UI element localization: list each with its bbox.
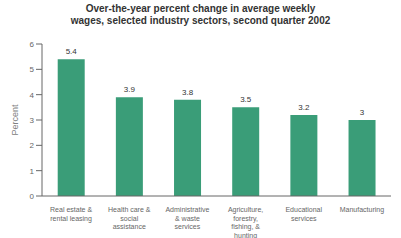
svg-text:Educationalservices: Educationalservices xyxy=(285,206,322,222)
svg-text:Manufacturing: Manufacturing xyxy=(340,206,384,214)
svg-text:Real estate &rental leasing: Real estate &rental leasing xyxy=(50,206,92,223)
svg-text:Agriculture,forestry,fishing,: Agriculture,forestry,fishing, &hunting xyxy=(228,206,263,238)
svg-text:3.5: 3.5 xyxy=(240,95,252,104)
svg-text:Administrative& wasteservices: Administrative& wasteservices xyxy=(165,206,209,230)
svg-text:3: 3 xyxy=(360,108,365,117)
svg-text:3.2: 3.2 xyxy=(298,103,310,112)
svg-text:6: 6 xyxy=(30,40,35,49)
svg-text:Percent: Percent xyxy=(10,104,20,136)
svg-text:Health care &socialassistance: Health care &socialassistance xyxy=(108,206,151,230)
svg-text:3.8: 3.8 xyxy=(182,88,194,97)
svg-text:3.9: 3.9 xyxy=(124,85,136,94)
svg-text:5.4: 5.4 xyxy=(66,47,78,56)
svg-text:5: 5 xyxy=(30,65,35,74)
svg-text:3: 3 xyxy=(30,116,35,125)
svg-text:2: 2 xyxy=(30,141,35,150)
svg-text:4: 4 xyxy=(30,91,35,100)
html-text:Over-the-year percent change i: Over-the-year percent change in average … xyxy=(70,3,331,26)
svg-text:0: 0 xyxy=(30,192,35,201)
svg-text:1: 1 xyxy=(30,167,35,176)
